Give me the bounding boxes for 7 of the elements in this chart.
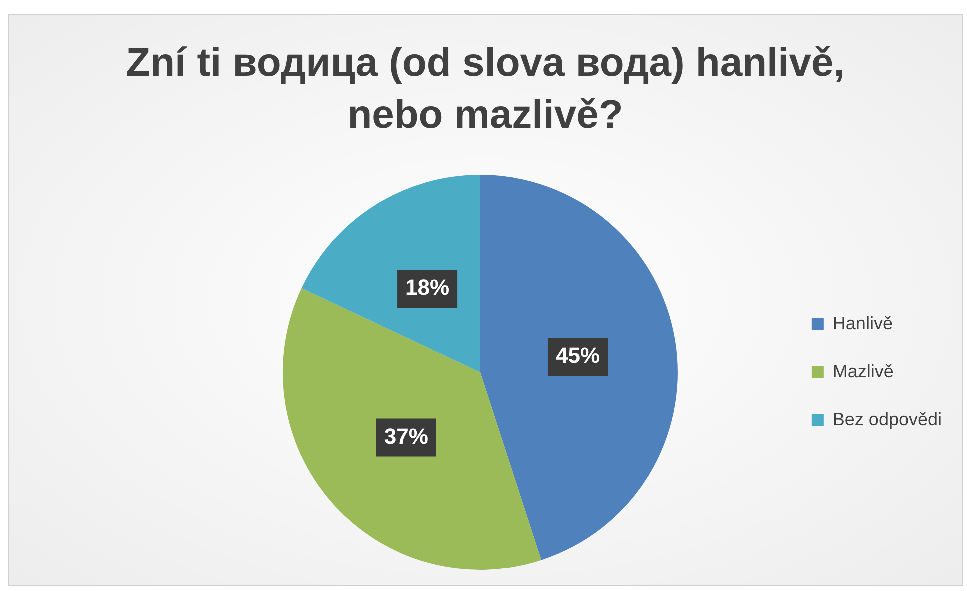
chart-title: Zní ti водица (od slova вода) hanlivě, nebo mazlivě? bbox=[125, 40, 846, 139]
data-label: 45% bbox=[556, 343, 600, 368]
data-label: 37% bbox=[384, 424, 428, 449]
legend-label: Bez odpovědi bbox=[832, 409, 942, 430]
legend-label: Mazlivě bbox=[832, 361, 894, 382]
data-label: 18% bbox=[406, 275, 450, 300]
legend-label: Hanlivě bbox=[832, 313, 893, 334]
